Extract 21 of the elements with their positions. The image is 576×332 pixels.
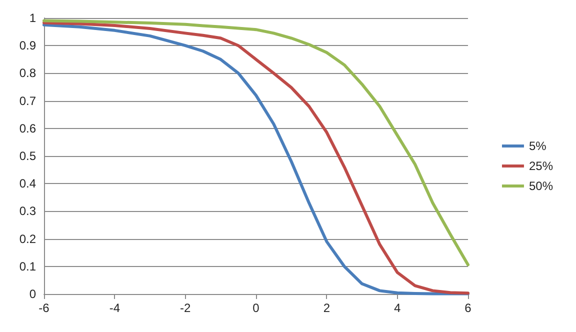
y-tick-label: 0.3 bbox=[19, 204, 36, 218]
y-tick-label: 0.4 bbox=[19, 176, 36, 191]
y-tick-label: 0.6 bbox=[19, 121, 36, 136]
x-tick-label: -6 bbox=[38, 301, 50, 315]
x-tick-label: 6 bbox=[464, 301, 472, 315]
y-tick-label: 0.7 bbox=[19, 94, 36, 108]
x-tick-label: -2 bbox=[180, 301, 191, 315]
x-tick-label: 0 bbox=[252, 301, 260, 315]
y-tick-label: 0.1 bbox=[19, 259, 36, 274]
y-tick-label: 0.2 bbox=[19, 232, 36, 246]
x-tick-label: 4 bbox=[394, 301, 401, 315]
y-tick-label: 0 bbox=[29, 287, 36, 301]
x-tick-label: -4 bbox=[109, 301, 120, 315]
x-tick-label: 2 bbox=[323, 301, 330, 315]
y-tick-label: 0.8 bbox=[19, 66, 36, 80]
y-tick-label: 1 bbox=[29, 11, 36, 25]
legend-label: 25% bbox=[528, 159, 554, 173]
legend-label: 50% bbox=[528, 179, 554, 193]
y-tick-label: 0.9 bbox=[19, 38, 36, 53]
y-tick-label: 0.5 bbox=[19, 149, 36, 163]
legend-label: 5% bbox=[528, 139, 547, 153]
